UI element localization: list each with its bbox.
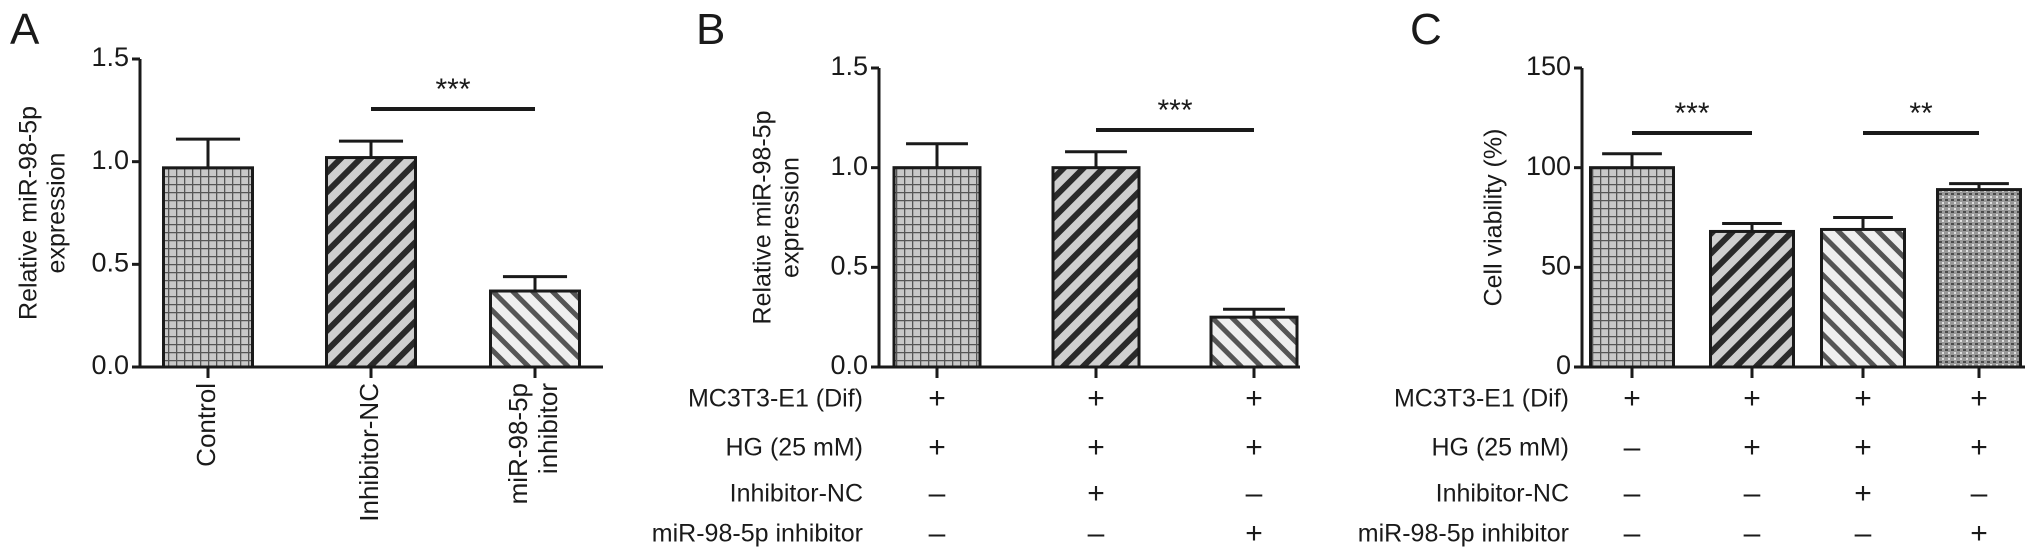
condition-mark: +: [1854, 477, 1872, 510]
significance-label: ***: [435, 73, 470, 106]
x-category-label: Inhibitor-NC: [354, 383, 384, 522]
condition-label: MC3T3-E1 (Dif): [688, 385, 863, 413]
y-axis-label: Relative miR-98-5p: [749, 111, 777, 325]
bar: [1936, 188, 2022, 369]
condition-mark: –: [1624, 477, 1641, 510]
condition-mark: +: [928, 431, 946, 464]
x-category-label: miR-98-5p: [503, 383, 533, 504]
condition-mark: +: [1087, 431, 1105, 464]
panel-letter: A: [10, 5, 40, 54]
significance-label: ***: [1674, 97, 1709, 130]
condition-mark: +: [1623, 382, 1641, 415]
significance-label: ***: [1157, 94, 1192, 127]
bar: [1820, 227, 1906, 369]
condition-mark: –: [1744, 477, 1761, 510]
condition-mark: +: [1970, 517, 1988, 550]
y-tick-label: 1.5: [91, 42, 129, 72]
condition-label: Inhibitor-NC: [730, 480, 863, 508]
condition-mark: +: [1087, 382, 1105, 415]
y-tick-label: 0: [1556, 350, 1571, 380]
bar: [1709, 229, 1795, 369]
condition-mark: +: [1970, 382, 1988, 415]
bar: [1051, 166, 1141, 369]
y-tick-label: 150: [1526, 51, 1571, 81]
x-category-label: inhibitor: [533, 383, 563, 474]
condition-mark: +: [928, 382, 946, 415]
condition-mark: –: [1246, 477, 1263, 510]
bar: [162, 166, 254, 369]
y-tick-label: 50: [1541, 250, 1571, 280]
panel-a: A Relative miR-98-5p expression 0.0 0.5 1.0 1.…: [10, 5, 603, 522]
condition-label: MC3T3-E1 (Dif): [1394, 385, 1569, 413]
y-axis-label: expression: [43, 153, 71, 274]
condition-mark: +: [1854, 431, 1872, 464]
condition-label: miR-98-5p inhibitor: [652, 520, 863, 548]
condition-mark: –: [1088, 517, 1105, 550]
condition-mark: +: [1245, 382, 1263, 415]
bar: [1589, 166, 1675, 369]
condition-mark: –: [929, 517, 946, 550]
x-category-label: Control: [191, 383, 221, 467]
y-tick-label: 1.0: [830, 151, 868, 181]
y-tick-label: 0.0: [91, 350, 129, 380]
y-tick-label: 1.5: [830, 51, 868, 81]
condition-mark: +: [1245, 431, 1263, 464]
bar: [489, 289, 581, 369]
condition-label: HG (25 mM): [1432, 434, 1570, 462]
y-tick-label: 0.5: [91, 247, 129, 277]
y-tick-label: 1.0: [91, 145, 129, 175]
y-tick-label: 0.0: [830, 350, 868, 380]
condition-mark: –: [929, 477, 946, 510]
panel-letter: C: [1410, 5, 1442, 54]
bar: [892, 166, 982, 369]
bar: [325, 156, 417, 369]
condition-label: HG (25 mM): [726, 434, 864, 462]
condition-mark: +: [1970, 431, 1988, 464]
y-tick-label: 0.5: [830, 250, 868, 280]
y-axis-label: Relative miR-98-5p: [15, 106, 43, 320]
condition-mark: +: [1743, 382, 1761, 415]
significance-label: **: [1909, 97, 1933, 130]
condition-mark: +: [1854, 382, 1872, 415]
condition-label: miR-98-5p inhibitor: [1358, 520, 1569, 548]
condition-mark: –: [1624, 517, 1641, 550]
condition-mark: –: [1971, 477, 1988, 510]
y-tick-label: 100: [1526, 151, 1571, 181]
condition-label: Inhibitor-NC: [1436, 480, 1569, 508]
condition-mark: +: [1087, 477, 1105, 510]
condition-mark: –: [1855, 517, 1872, 550]
condition-mark: +: [1743, 431, 1761, 464]
condition-mark: –: [1624, 431, 1641, 464]
y-axis-label: Cell viability (%): [1480, 129, 1508, 307]
y-axis-label: expression: [777, 157, 805, 278]
condition-mark: –: [1744, 517, 1761, 550]
panel-letter: B: [696, 5, 725, 54]
panel-b: B Relative miR-98-5p expression 0.0 0.5 1.0 1.…: [652, 5, 1300, 550]
condition-mark: +: [1245, 517, 1263, 550]
bar: [1209, 315, 1299, 369]
